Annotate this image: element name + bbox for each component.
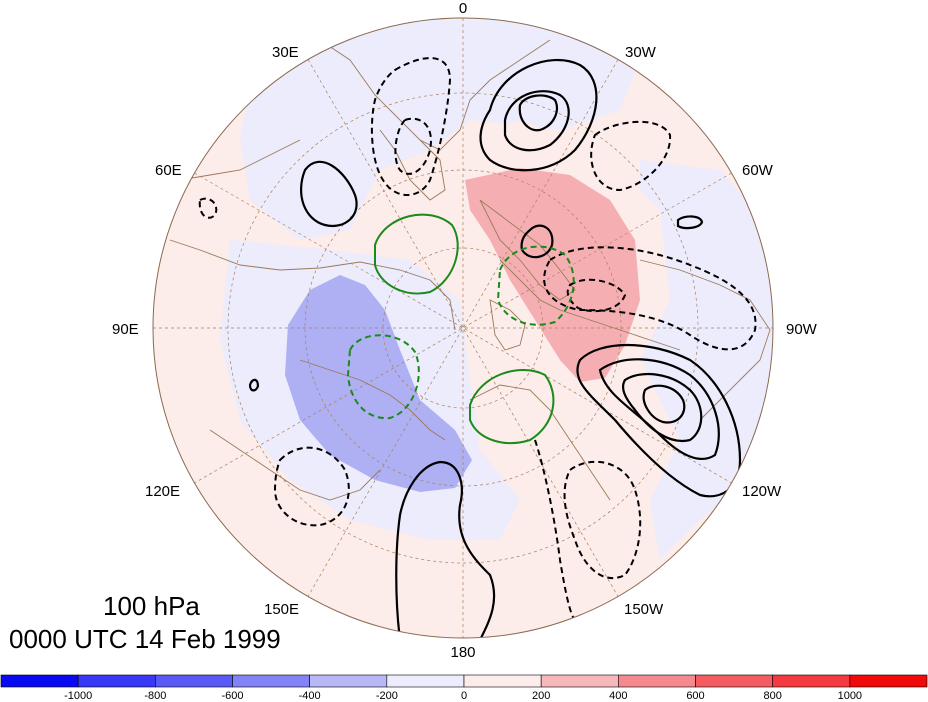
- shading-layer: [153, 18, 773, 638]
- contour-solid-black: [395, 460, 496, 638]
- contour-dashed-green: [496, 245, 575, 326]
- contour-dashed-black: [534, 439, 576, 621]
- colorbar: -1000 -800 -600 -400 -200 0 200 400 600 800 1000: [0, 674, 928, 702]
- valid-time-label: 0000 UTC 14 Feb 1999: [9, 624, 281, 654]
- lon-label-60e: 60E: [155, 162, 182, 179]
- colorbar-tick-label: -800: [144, 690, 166, 702]
- colorbar-tick-label: -1000: [64, 690, 92, 702]
- colorbar-swatch: [77, 674, 156, 688]
- colorbar-swatch: [232, 674, 310, 688]
- contour-solid-green: [374, 213, 459, 295]
- contour-dashed-black: [394, 117, 432, 175]
- map-boundary: [152, 17, 774, 639]
- pressure-level-label: 100 hPa: [103, 591, 200, 621]
- contour-dashed-black: [566, 278, 627, 313]
- lon-label-120e: 120E: [145, 483, 180, 500]
- colorbar-swatch: [463, 674, 542, 688]
- coastline-siberia: [299, 359, 446, 441]
- meridian: [194, 172, 732, 484]
- lon-label-90w: 90W: [786, 321, 818, 338]
- lon-label-90e: 90E: [112, 321, 139, 338]
- lon-label-0: 0: [459, 0, 467, 17]
- polar-stereographic-map: 0 30W 60W 90W 120W 150W 180 150E 120E 90…: [112, 0, 818, 661]
- contour-solid-black: [621, 373, 703, 443]
- coastline-europe: [319, 39, 551, 151]
- colorbar-tick-label: 800: [763, 690, 781, 702]
- meridian: [194, 172, 732, 484]
- strong-negative-region: [285, 275, 472, 492]
- lon-label-120w: 120W: [742, 483, 782, 500]
- colorbar-swatch: [695, 674, 773, 688]
- coastline-asia: [169, 239, 456, 331]
- colorbar-swatch: [386, 674, 465, 688]
- contour-dashed-black: [590, 120, 672, 192]
- colorbar-swatch: [155, 674, 233, 688]
- contour-dashed-black: [563, 460, 642, 580]
- contour-solid-black: [642, 384, 686, 424]
- colorbar-tick-label: 400: [609, 690, 627, 702]
- contours: [198, 57, 757, 638]
- meridian: [307, 59, 619, 597]
- colorbar-tick-label: -600: [221, 690, 243, 702]
- coastline-canada: [499, 259, 681, 351]
- coastline-arctic-islands: [489, 299, 526, 351]
- contour-solid-black: [598, 358, 720, 460]
- lon-label-30w: 30W: [625, 44, 657, 61]
- contour-solid-black: [676, 215, 704, 230]
- colorbar-tick-label: 0: [461, 690, 467, 702]
- colorbar-swatch: [772, 674, 851, 688]
- contour-dashed-green: [346, 334, 420, 420]
- lon-label-60w: 60W: [742, 162, 774, 179]
- colorbar-swatch: [618, 674, 696, 688]
- contour-solid-black: [503, 90, 570, 152]
- contour-dashed-black: [543, 246, 757, 351]
- graticule: [153, 18, 773, 638]
- contour-solid-black: [248, 378, 260, 392]
- coastline-north-america: [639, 259, 771, 421]
- contour-solid-black: [518, 94, 558, 132]
- contour-solid-green: [469, 368, 555, 445]
- colorbar-swatch: [540, 674, 619, 688]
- lon-label-150e: 150E: [264, 601, 299, 618]
- colorbar-tick-label: -200: [376, 690, 398, 702]
- colorbar-swatch: [849, 674, 928, 688]
- lon-label-30e: 30E: [272, 44, 299, 61]
- coastline-africa: [179, 139, 301, 181]
- colorbar-swatch: [309, 674, 388, 688]
- longitude-labels: 0 30W 60W 90W 120W 150W 180 150E 120E 90…: [112, 0, 818, 661]
- coastline-alaska: [469, 384, 611, 501]
- weak-negative-region: [240, 20, 640, 240]
- colorbar-swatch: [0, 674, 79, 688]
- lon-label-180: 180: [450, 644, 475, 661]
- contour-dashed-black: [370, 57, 452, 196]
- contour-solid-black: [300, 160, 358, 228]
- colorbar-tick-label: 600: [686, 690, 704, 702]
- lon-label-150w: 150W: [624, 601, 664, 618]
- colorbar-tick-label: 1000: [838, 690, 862, 702]
- colorbar-tick-label: -400: [299, 690, 321, 702]
- coastline-eastasia: [209, 429, 381, 501]
- contour-solid-black: [479, 58, 598, 172]
- colorbar-tick-label: 200: [532, 690, 550, 702]
- contour-solid-black: [520, 224, 554, 259]
